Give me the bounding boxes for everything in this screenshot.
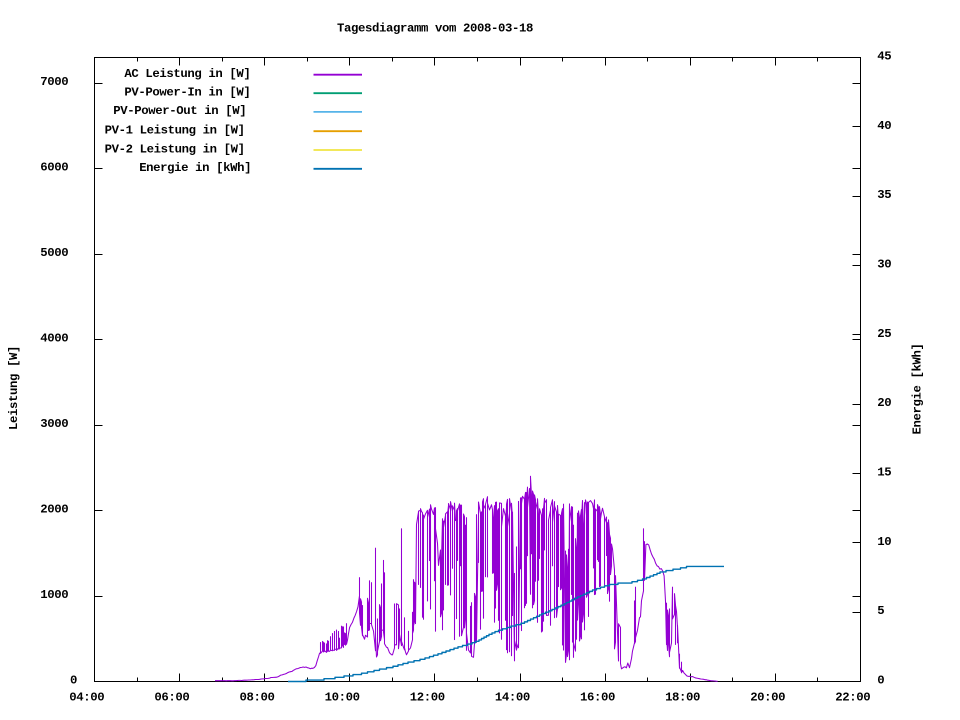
svg-text:3000: 3000	[40, 417, 68, 431]
svg-text:30: 30	[877, 258, 891, 272]
svg-text:04:00: 04:00	[69, 691, 104, 705]
svg-text:PV-Power-Out in [W]: PV-Power-Out in [W]	[113, 104, 246, 118]
svg-text:0: 0	[70, 674, 77, 688]
svg-text:5000: 5000	[40, 246, 68, 260]
svg-text:1000: 1000	[40, 588, 68, 602]
svg-text:22:00: 22:00	[835, 691, 870, 705]
svg-text:35: 35	[877, 188, 891, 202]
svg-text:PV-Power-In in [W]: PV-Power-In in [W]	[124, 86, 250, 100]
svg-text:6000: 6000	[40, 161, 68, 175]
svg-text:PV-1 Leistung in [W]: PV-1 Leistung in [W]	[105, 124, 245, 138]
svg-text:18:00: 18:00	[665, 691, 700, 705]
svg-text:40: 40	[877, 119, 891, 133]
svg-text:AC Leistung in [W]: AC Leistung in [W]	[124, 67, 250, 81]
svg-text:0: 0	[877, 674, 884, 688]
svg-text:08:00: 08:00	[240, 691, 275, 705]
svg-text:20: 20	[877, 396, 891, 410]
svg-text:Leistung [W]: Leistung [W]	[7, 346, 21, 430]
svg-text:Energie [kWh]: Energie [kWh]	[911, 344, 925, 435]
svg-text:06:00: 06:00	[154, 691, 189, 705]
svg-text:Energie in [kWh]: Energie in [kWh]	[139, 161, 251, 175]
svg-text:25: 25	[877, 327, 891, 341]
svg-text:16:00: 16:00	[580, 691, 615, 705]
svg-text:7000: 7000	[40, 75, 68, 89]
svg-text:10:00: 10:00	[325, 691, 360, 705]
svg-text:4000: 4000	[40, 332, 68, 346]
svg-text:12:00: 12:00	[410, 691, 445, 705]
svg-text:45: 45	[877, 50, 891, 64]
svg-text:10: 10	[877, 535, 891, 549]
svg-text:14:00: 14:00	[495, 691, 530, 705]
svg-text:Tagesdiagramm vom 2008-03-18: Tagesdiagramm vom 2008-03-18	[337, 21, 533, 35]
svg-text:2000: 2000	[40, 503, 68, 517]
svg-text:5: 5	[877, 604, 884, 618]
svg-text:20:00: 20:00	[750, 691, 785, 705]
svg-text:PV-2 Leistung in [W]: PV-2 Leistung in [W]	[105, 142, 245, 156]
svg-text:15: 15	[877, 466, 891, 480]
